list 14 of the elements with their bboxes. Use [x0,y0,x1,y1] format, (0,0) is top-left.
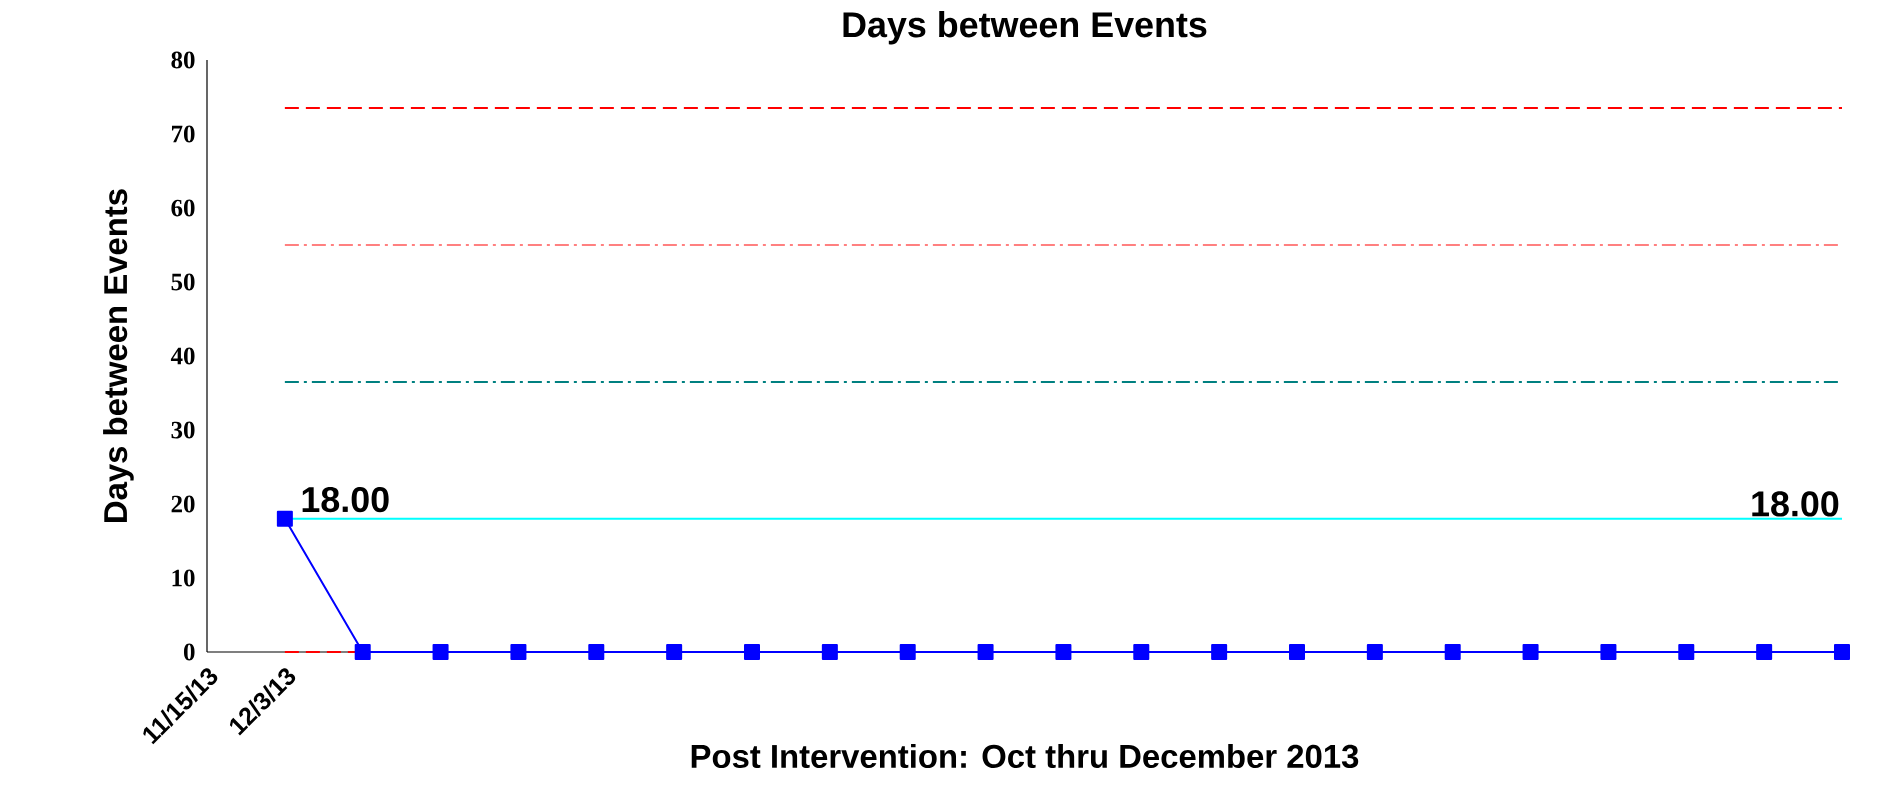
y-tick-label: 0 [183,643,195,661]
y-tick-label: 30 [171,421,195,439]
y-tick-label: 20 [171,495,195,513]
data-label: 18.00 [302,486,389,513]
y-tick-label: 10 [172,569,195,587]
y-tick-label: 40 [170,347,195,365]
chart-title: Days between Events [843,11,1207,45]
y-tick-label: 70 [172,125,195,143]
ref-line-label: 18.00 [1752,491,1839,517]
x-axis-title: Post Intervention: Oct thru December 2013 [691,743,1359,769]
y-axis-title: Days between Events [103,189,134,522]
y-tick-label: 80 [171,51,195,69]
y-tick-label: 50 [171,273,195,291]
y-tick-label: 60 [171,199,195,217]
